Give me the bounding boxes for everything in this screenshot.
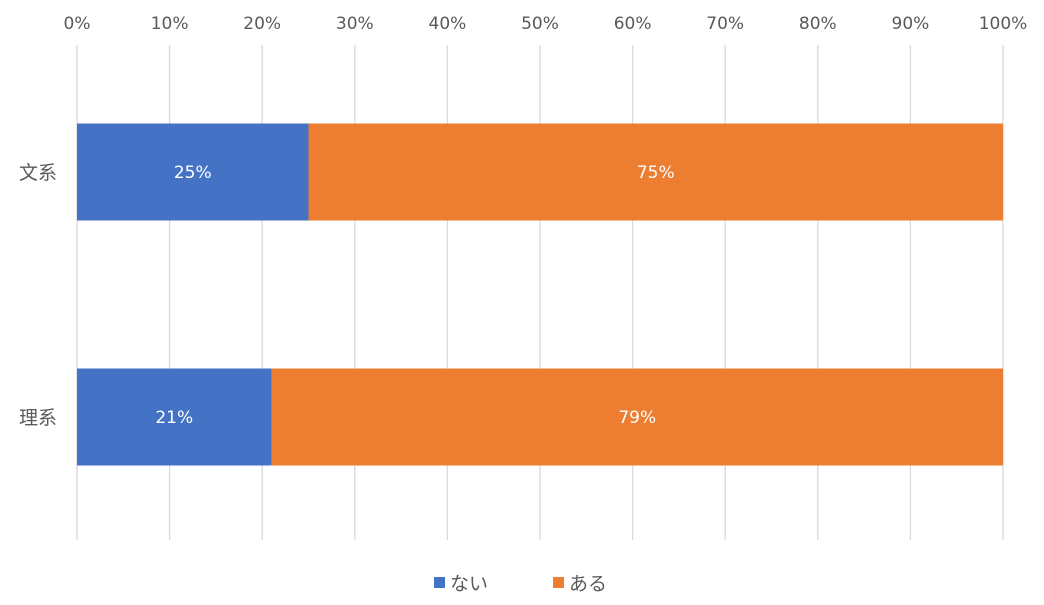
x-tick-label: 0% bbox=[64, 14, 91, 34]
legend-label: ない bbox=[450, 573, 488, 595]
data-label: 21% bbox=[155, 408, 193, 428]
data-label: 75% bbox=[637, 163, 675, 183]
x-tick-label: 50% bbox=[521, 14, 559, 34]
bar-segment bbox=[308, 123, 1003, 221]
x-tick-label: 20% bbox=[243, 14, 281, 34]
gridlines bbox=[76, 45, 1004, 540]
legend: ない ある bbox=[434, 573, 607, 595]
x-axis-ticks: 0% 10% 20% 30% 40% 50% 60% 70% 80% 90% 100% bbox=[64, 14, 1028, 34]
bars: 25% 75% 21% 79% bbox=[77, 123, 1004, 466]
x-tick-label: 90% bbox=[892, 14, 930, 34]
x-tick-label: 70% bbox=[706, 14, 744, 34]
category-label: 文系 bbox=[19, 162, 57, 184]
legend-label: ある bbox=[569, 573, 607, 595]
x-tick-label: 10% bbox=[151, 14, 189, 34]
x-tick-label: 30% bbox=[336, 14, 374, 34]
legend-swatch bbox=[553, 577, 564, 588]
data-label: 79% bbox=[618, 408, 656, 428]
x-tick-label: 40% bbox=[429, 14, 467, 34]
x-tick-label: 60% bbox=[614, 14, 652, 34]
legend-swatch bbox=[434, 577, 445, 588]
category-label: 理系 bbox=[19, 407, 57, 429]
x-tick-label: 100% bbox=[979, 14, 1028, 34]
bar-segment bbox=[77, 368, 272, 466]
x-tick-label: 80% bbox=[799, 14, 837, 34]
bar-segment bbox=[271, 368, 1004, 466]
bar-segment bbox=[77, 123, 309, 221]
data-label: 25% bbox=[174, 163, 212, 183]
